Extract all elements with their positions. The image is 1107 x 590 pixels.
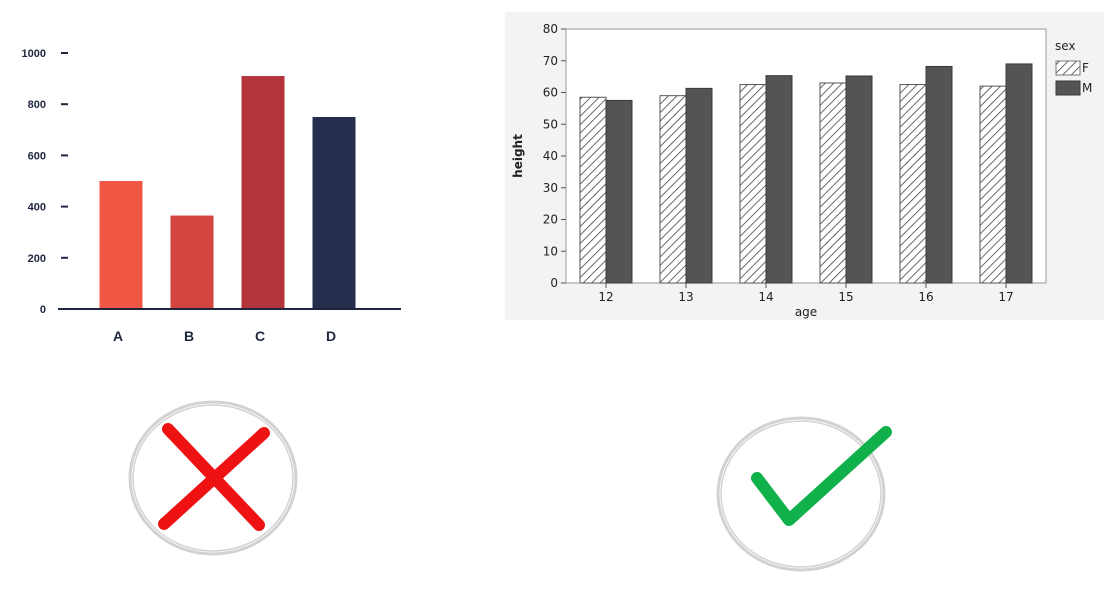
right-y-tick-label: 50 [543, 117, 558, 131]
left-y-tick-label: 200 [28, 253, 46, 265]
right-bar-M-12 [605, 99, 633, 284]
right-y-tick-label: 10 [543, 244, 558, 258]
right-x-tick-label: 12 [598, 290, 613, 304]
left-bars [99, 76, 356, 309]
cross-icon [128, 400, 298, 556]
right-bar-M-14 [765, 75, 793, 284]
left-y-tick-label: 800 [28, 99, 46, 111]
right-bar-F-14 [739, 84, 767, 284]
right-bars [579, 63, 1033, 284]
left-bar-chart: 0 200 400 600 800 1000 A B C D [22, 48, 401, 344]
left-y-tick-label: 0 [40, 304, 46, 316]
right-bar-M-17 [1005, 63, 1033, 284]
left-x-tick-label: C [255, 328, 265, 344]
legend-swatch-F [1055, 60, 1081, 76]
left-x-tick-label: D [326, 328, 336, 344]
right-bar-F-17 [979, 85, 1007, 284]
right-y-tick-label: 60 [543, 86, 558, 100]
legend-label-F: F [1082, 61, 1089, 75]
left-bar-B [170, 215, 214, 309]
right-plot-area [565, 28, 1047, 284]
right-x-axis: 12 13 14 15 16 17 [598, 283, 1014, 304]
right-grouped-bar-chart: 0 10 20 30 40 50 60 70 80 12 13 14 15 16 17 age heigh… [505, 12, 1104, 320]
right-x-axis-title: age [795, 305, 817, 319]
right-bar-F-15 [819, 82, 847, 284]
left-y-tick-label: 400 [28, 202, 46, 214]
left-x-tick-label: B [184, 328, 194, 344]
right-x-tick-label: 15 [838, 290, 853, 304]
right-bar-F-13 [659, 95, 687, 284]
right-y-axis-title: height [511, 134, 525, 178]
left-y-axis: 0 200 400 600 800 1000 [22, 48, 68, 316]
right-bar-M-15 [845, 75, 873, 284]
left-x-tick-label: A [113, 328, 123, 344]
right-y-tick-label: 70 [543, 54, 558, 68]
right-x-tick-label: 14 [758, 290, 773, 304]
right-y-tick-label: 80 [543, 22, 558, 36]
left-y-tick-label: 1000 [22, 48, 46, 60]
legend-swatch-M [1055, 80, 1081, 96]
left-bar-C [241, 76, 285, 309]
left-x-axis-labels: A B C D [113, 328, 336, 344]
left-bar-A [99, 181, 143, 309]
right-bar-F-16 [899, 84, 927, 284]
legend-label-M: M [1082, 81, 1092, 95]
right-x-tick-label: 13 [678, 290, 693, 304]
right-y-axis: 0 10 20 30 40 50 60 70 80 [543, 22, 566, 290]
legend-title: sex [1055, 39, 1076, 53]
right-legend: sex FM [1055, 39, 1092, 96]
right-y-tick-label: 0 [550, 276, 558, 290]
right-y-tick-label: 30 [543, 181, 558, 195]
left-bar-D [312, 117, 356, 309]
checkmark-icon [716, 416, 892, 572]
left-y-tick-label: 600 [28, 150, 46, 162]
right-bar-M-13 [685, 87, 713, 284]
right-x-tick-label: 17 [998, 290, 1013, 304]
right-bar-F-12 [579, 96, 607, 284]
right-y-tick-label: 20 [543, 213, 558, 227]
right-bar-M-16 [925, 65, 953, 284]
right-y-tick-label: 40 [543, 149, 558, 163]
right-x-tick-label: 16 [918, 290, 933, 304]
